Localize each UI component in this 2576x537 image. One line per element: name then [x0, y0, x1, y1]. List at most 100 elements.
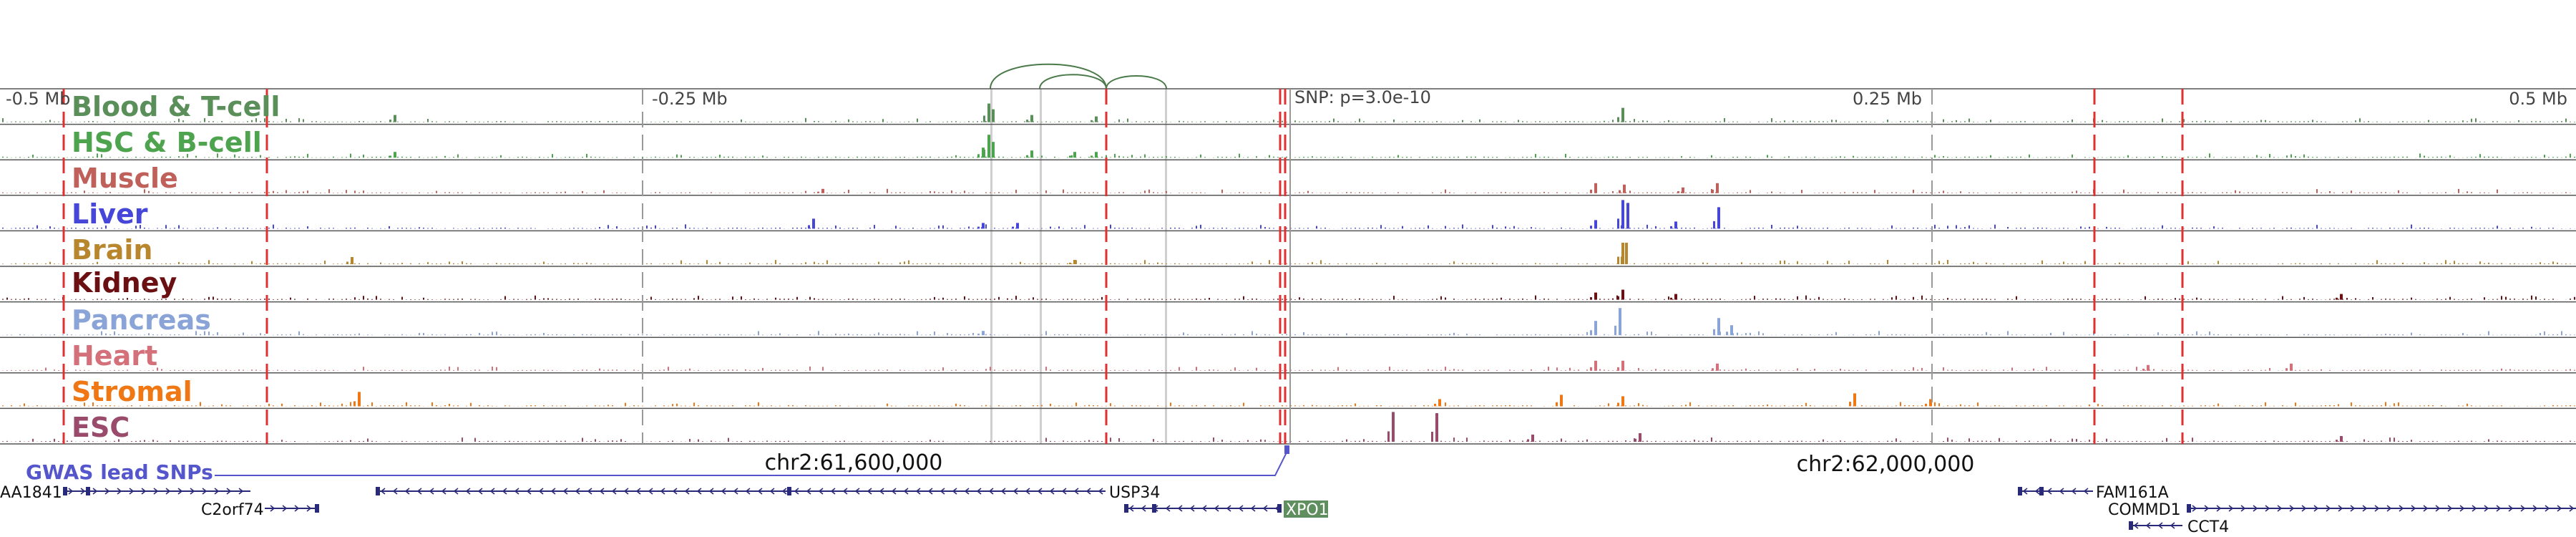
gene-model — [376, 487, 1106, 495]
signal-peak — [987, 103, 990, 122]
strand-arrow — [1165, 505, 1171, 512]
track-label-esc: ESC — [72, 412, 130, 443]
signal-peak — [987, 152, 990, 158]
signal-peak — [1594, 220, 1597, 229]
track-label-hsc-b-cell: HSC & B-cell — [72, 127, 262, 158]
strand-arrow — [238, 488, 244, 495]
strand-arrow — [562, 488, 568, 495]
strand-arrow — [635, 488, 641, 495]
loop-arc — [1039, 74, 1107, 90]
strand-arrow — [2046, 488, 2052, 495]
signal-peak — [1682, 187, 1684, 193]
chromatin-loops — [990, 63, 1167, 90]
track-label-liver: Liver — [72, 198, 148, 230]
strand-arrow — [380, 488, 386, 495]
track-label-blood-t-cell: Blood & T-cell — [72, 91, 280, 122]
strand-arrow — [2157, 522, 2163, 529]
signal-peak — [1012, 226, 1014, 229]
strand-arrow — [92, 488, 98, 495]
strand-arrow — [806, 488, 811, 495]
strand-arrow — [733, 488, 738, 495]
gene-label-commd1: COMMD1 — [2108, 501, 2181, 519]
track-row — [0, 266, 2576, 300]
strand-arrow — [404, 488, 410, 495]
signal-peak — [1634, 438, 1636, 442]
ruler: -0.5 Mb -0.25 Mb SNP: p=3.0e-10 0.25 Mb … — [6, 87, 2567, 109]
signal-peak — [1626, 203, 1629, 229]
signal-peak — [987, 117, 990, 122]
strand-arrow — [68, 488, 74, 495]
strand-arrow — [538, 488, 544, 495]
signal-peak — [1670, 297, 1672, 300]
signal-peak — [1091, 120, 1093, 122]
strand-arrow — [2289, 505, 2295, 512]
signal-peak — [1614, 325, 1616, 336]
gene-model — [265, 504, 319, 513]
gwas-snp-marker — [1284, 445, 1289, 454]
strand-arrow — [940, 488, 945, 495]
strand-arrow — [2435, 505, 2441, 512]
strand-arrow — [1000, 488, 1006, 495]
strand-arrow — [416, 488, 422, 495]
strand-arrow — [1177, 505, 1183, 512]
strand-arrow — [2399, 505, 2404, 512]
signal-peak — [2336, 440, 2338, 442]
gene-label-aa1841: AA1841 — [0, 484, 62, 502]
exon — [86, 487, 90, 495]
strand-arrow — [2192, 505, 2197, 512]
signal-noise — [2, 260, 2575, 264]
gwas-track: GWAS lead SNPs — [26, 445, 1289, 484]
gene-model — [63, 487, 250, 495]
strand-arrow — [129, 488, 135, 495]
signal-peak — [1639, 433, 1641, 442]
signal-noise — [2, 366, 2575, 371]
signal-peak — [1713, 329, 1715, 336]
signal-noise — [2, 331, 2575, 336]
strand-arrow — [2145, 522, 2151, 529]
track-row — [0, 195, 2576, 229]
signal-peak — [1617, 402, 1619, 407]
ruler-label-0-5: 0.5 Mb — [2509, 89, 2567, 109]
strand-arrow — [2423, 505, 2429, 512]
signal-peak — [977, 226, 980, 229]
signal-peak — [1717, 207, 1720, 229]
signal-peak — [982, 331, 985, 336]
gwas-lead-snps-label: GWAS lead SNPs — [26, 460, 213, 484]
strand-arrow — [818, 488, 824, 495]
strand-arrow — [964, 488, 970, 495]
track-label-heart: Heart — [72, 340, 157, 372]
signal-peak — [977, 334, 980, 336]
signal-peak — [1716, 183, 1719, 193]
snp-pvalue-label: SNP: p=3.0e-10 — [1294, 87, 1431, 107]
strand-arrow — [708, 488, 714, 495]
track-label-stromal: Stromal — [72, 376, 192, 407]
strand-arrow — [2326, 505, 2331, 512]
signal-peak — [1435, 413, 1438, 442]
signal-peak — [2340, 294, 2343, 300]
strand-arrow — [2034, 488, 2040, 495]
signal-peak — [808, 225, 810, 229]
coordinate-label-left: chr2:61,600,000 — [765, 450, 943, 475]
signal-peak — [1069, 262, 1071, 264]
strand-arrow — [1201, 505, 1207, 512]
signal-peak — [1434, 403, 1436, 407]
signal-peak — [1594, 360, 1597, 371]
strand-arrow — [1189, 505, 1195, 512]
signal-peak — [1617, 296, 1619, 300]
strand-arrow — [2532, 505, 2538, 512]
gene-labels: AA1841 C2orf74 USP34 XPO1 FAM161A COMMD1… — [0, 484, 2229, 536]
strand-arrow — [2545, 505, 2550, 512]
strand-arrow — [842, 488, 848, 495]
strand-arrow — [489, 488, 495, 495]
strand-arrow — [104, 488, 110, 495]
strand-arrow — [465, 488, 471, 495]
strand-arrow — [2362, 505, 2368, 512]
strand-arrow — [306, 505, 312, 512]
signal-peak — [1621, 200, 1624, 229]
strand-arrow — [1085, 488, 1091, 495]
signal-noise — [2, 188, 2575, 193]
strand-arrow — [2265, 505, 2270, 512]
strand-arrow — [2170, 522, 2175, 529]
strand-arrow — [550, 488, 556, 495]
